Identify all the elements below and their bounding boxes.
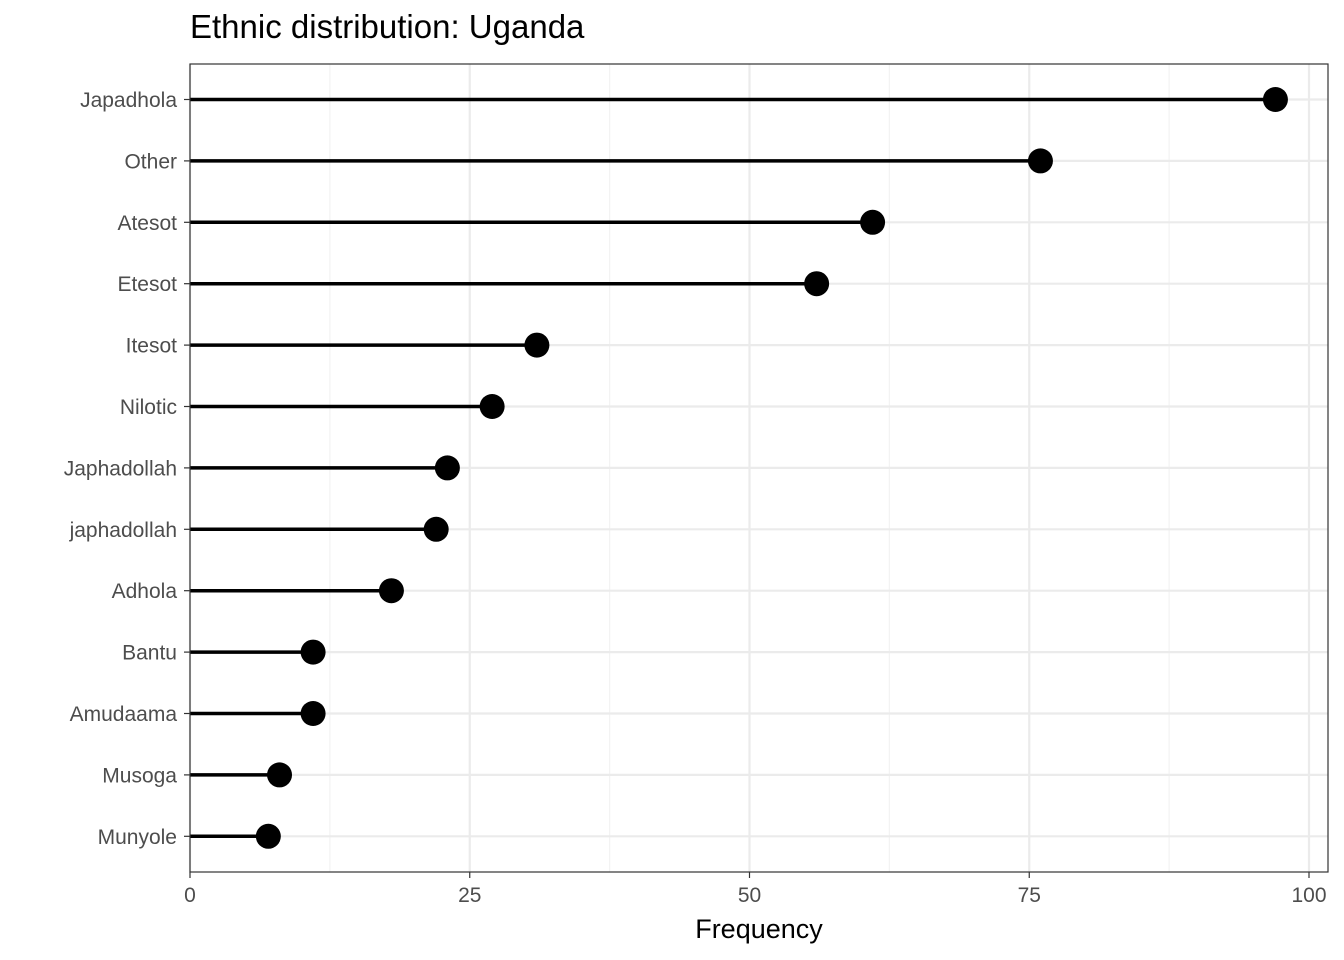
lollipop-point (378, 578, 404, 604)
chart-title: Ethnic distribution: Uganda (190, 8, 585, 45)
x-tick-label: 75 (1018, 884, 1041, 907)
y-tick-label: Japadhola (80, 89, 177, 112)
x-tick-label: 0 (184, 884, 196, 907)
y-tick-label: Munyole (98, 826, 177, 849)
y-tick-label: Bantu (122, 642, 177, 665)
y-tick-label: Itesot (126, 335, 178, 358)
lollipop-point (423, 516, 449, 542)
lollipop-point (300, 639, 326, 665)
lollipop-point (300, 701, 326, 726)
lollipop-point (1027, 148, 1053, 174)
x-tick-label: 100 (1291, 884, 1326, 907)
axis-layer: Japadhola Other Atesot Etesot Itesot Nilotic J… (64, 89, 1327, 907)
x-tick-label: 25 (458, 884, 481, 907)
y-tick-label: Musoga (102, 764, 177, 787)
y-tick-label: Etesot (117, 273, 177, 296)
x-axis-title: Frequency (695, 914, 823, 944)
y-tick-label: japhadollah (69, 519, 177, 542)
lollipop-point (434, 455, 460, 481)
lollipop-point (267, 762, 293, 788)
lollipop-point (860, 209, 886, 235)
lollipop-point (804, 271, 830, 297)
y-tick-label: Amudaama (70, 703, 178, 726)
lollipop-point (524, 332, 550, 358)
y-tick-label: Atesot (117, 212, 177, 235)
y-tick-label: Nilotic (120, 396, 177, 419)
y-tick-label: Adhola (112, 580, 178, 603)
lollipop-point (1262, 87, 1288, 112)
marks-layer (190, 87, 1288, 849)
lollipop-point (255, 823, 281, 849)
x-tick-label: 50 (738, 884, 761, 907)
y-tick-label: Other (124, 150, 177, 173)
lollipop-point (479, 394, 505, 419)
y-tick-label: Japhadollah (64, 457, 177, 480)
